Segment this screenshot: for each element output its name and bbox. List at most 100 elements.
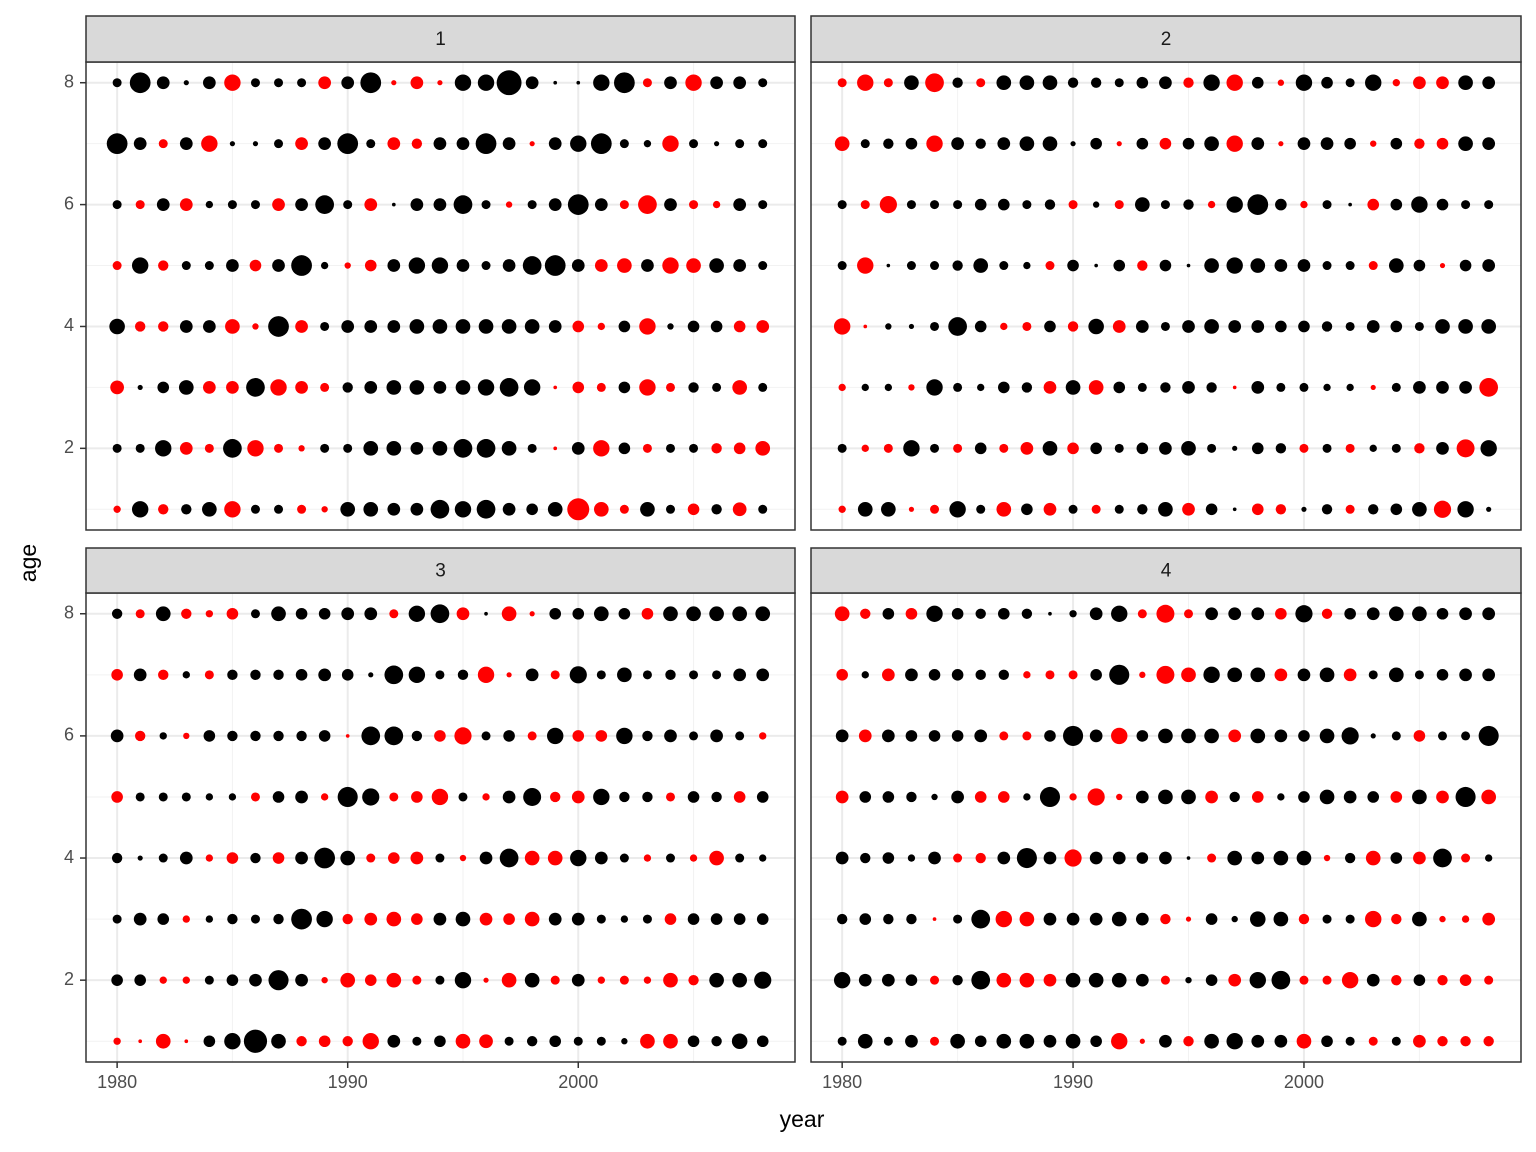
bubble bbox=[687, 913, 700, 925]
bubble bbox=[1063, 725, 1084, 746]
bubble bbox=[1478, 725, 1499, 746]
bubble bbox=[158, 139, 168, 149]
bubble bbox=[1226, 74, 1243, 91]
bubble bbox=[526, 1036, 538, 1047]
bubble bbox=[689, 200, 699, 210]
bubble bbox=[320, 261, 329, 270]
bubble bbox=[1436, 76, 1449, 90]
bubble bbox=[1482, 607, 1496, 621]
bubble bbox=[295, 198, 308, 211]
bubble bbox=[1486, 506, 1492, 512]
bubble bbox=[732, 606, 747, 622]
bubble bbox=[1251, 607, 1265, 621]
bubble bbox=[1391, 382, 1401, 392]
bubble bbox=[523, 787, 542, 806]
bubble bbox=[663, 1033, 678, 1049]
bubble bbox=[860, 200, 870, 210]
bubble bbox=[620, 915, 629, 923]
bubble bbox=[203, 1035, 216, 1048]
bubble bbox=[906, 791, 917, 803]
bubble bbox=[205, 854, 214, 862]
bubble bbox=[857, 501, 873, 517]
bubble bbox=[593, 501, 609, 517]
bubble bbox=[159, 732, 167, 740]
bubble bbox=[1207, 443, 1217, 453]
bubble bbox=[1481, 789, 1497, 805]
bubble bbox=[434, 730, 446, 742]
bubble bbox=[857, 74, 874, 91]
bubble bbox=[617, 667, 632, 683]
bubble bbox=[295, 851, 308, 865]
bubble bbox=[1204, 728, 1219, 744]
bubble bbox=[1023, 793, 1031, 801]
bubble bbox=[1368, 670, 1378, 680]
bubble bbox=[1250, 728, 1266, 744]
bubble bbox=[1482, 76, 1496, 90]
bubble bbox=[321, 506, 328, 513]
bubble bbox=[159, 976, 167, 984]
bubble bbox=[1043, 1034, 1057, 1048]
bubble bbox=[337, 133, 359, 155]
bubble bbox=[1160, 975, 1170, 985]
bubble bbox=[1039, 786, 1061, 808]
bubble bbox=[433, 912, 447, 926]
bubble bbox=[1089, 851, 1103, 865]
bubble bbox=[642, 443, 652, 453]
bubble bbox=[882, 791, 895, 803]
y-tick-label: 6 bbox=[64, 193, 74, 213]
bubble bbox=[364, 198, 378, 211]
bubble bbox=[1341, 727, 1359, 745]
bubble bbox=[111, 669, 123, 681]
bubble bbox=[135, 609, 145, 619]
bubble bbox=[179, 320, 193, 333]
bubble bbox=[881, 729, 895, 743]
bubble bbox=[1023, 261, 1031, 270]
bubble bbox=[1433, 500, 1452, 518]
y-tick-label: 8 bbox=[64, 603, 74, 623]
bubble bbox=[1064, 849, 1082, 867]
bubble bbox=[1297, 259, 1311, 272]
bubble bbox=[1089, 729, 1103, 743]
bubble bbox=[131, 257, 149, 274]
bubble bbox=[1344, 607, 1356, 620]
bubble bbox=[227, 669, 238, 681]
bubble bbox=[1322, 443, 1332, 453]
bubble bbox=[459, 854, 467, 862]
bubble bbox=[412, 1036, 422, 1046]
bubble bbox=[1296, 850, 1312, 866]
bubble bbox=[1277, 79, 1285, 86]
bubble bbox=[1090, 1035, 1102, 1048]
bubble bbox=[1459, 668, 1472, 682]
bubble bbox=[223, 438, 242, 458]
bubble bbox=[596, 670, 606, 680]
strip bbox=[810, 547, 1522, 594]
bubble bbox=[455, 319, 471, 334]
bubble bbox=[204, 443, 214, 453]
bubble bbox=[996, 972, 1012, 988]
bubble bbox=[502, 137, 516, 151]
bubble bbox=[997, 137, 1011, 151]
bubble bbox=[689, 854, 698, 862]
bubble bbox=[758, 78, 768, 88]
bubble bbox=[1091, 504, 1101, 514]
panel-background bbox=[86, 593, 795, 1062]
bubble bbox=[999, 261, 1009, 271]
bubble bbox=[364, 259, 377, 272]
bubble bbox=[857, 257, 874, 274]
bubble bbox=[1182, 137, 1195, 150]
bubble bbox=[455, 1033, 471, 1049]
bubble bbox=[1134, 197, 1150, 212]
bubble bbox=[1139, 671, 1146, 679]
bubble bbox=[246, 378, 265, 397]
bubble bbox=[834, 136, 850, 151]
bubble bbox=[688, 382, 699, 393]
bubble bbox=[1321, 1035, 1333, 1048]
bubble bbox=[881, 501, 896, 517]
x-tick-label: 2000 bbox=[1284, 1072, 1324, 1092]
bubble bbox=[247, 440, 264, 457]
bubble bbox=[687, 320, 700, 333]
bubble bbox=[836, 669, 848, 681]
bubble bbox=[434, 1035, 446, 1048]
bubble bbox=[179, 441, 193, 455]
bubble bbox=[297, 504, 307, 514]
